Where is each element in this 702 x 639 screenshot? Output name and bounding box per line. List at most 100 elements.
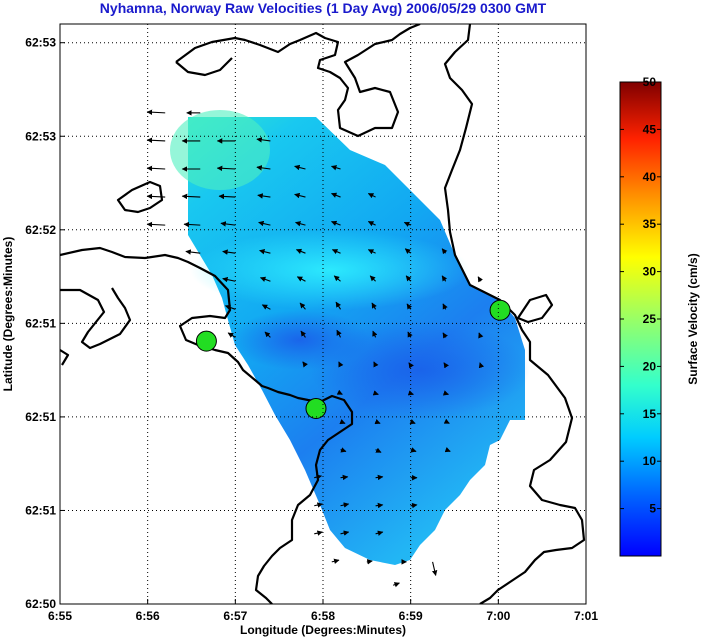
colorbar bbox=[619, 81, 662, 557]
colorbar-tick-label: 20 bbox=[643, 359, 657, 373]
velocity-arrow bbox=[336, 329, 342, 338]
y-tick-label: 62:51 bbox=[25, 410, 56, 424]
coastline-islet-small bbox=[60, 349, 70, 366]
velocity-arrow bbox=[302, 361, 308, 368]
y-tick-label: 62:50 bbox=[25, 597, 56, 611]
field-high-band bbox=[190, 230, 470, 310]
velocity-arrow bbox=[222, 276, 236, 283]
velocity-arrow bbox=[314, 530, 323, 536]
velocity-arrow bbox=[366, 559, 373, 565]
velocity-arrow bbox=[367, 192, 376, 199]
coastline bbox=[60, 24, 586, 604]
velocity-arrow bbox=[146, 109, 166, 115]
velocity-arrow bbox=[340, 474, 349, 481]
velocity-arrow bbox=[181, 193, 201, 200]
velocity-arrow bbox=[224, 304, 236, 310]
chart-title: Nyhamna, Norway Raw Velocities (1 Day Av… bbox=[100, 0, 547, 16]
velocity-arrow bbox=[375, 502, 384, 509]
velocity-arrow bbox=[227, 332, 236, 338]
velocity-arrow bbox=[442, 390, 449, 396]
x-tick-label: 6:57 bbox=[223, 609, 247, 623]
coastline-islet-east bbox=[516, 293, 554, 324]
field-low-west bbox=[230, 310, 370, 370]
velocity-arrow bbox=[216, 165, 236, 172]
velocity-arrow bbox=[146, 165, 166, 172]
velocity-arrow bbox=[375, 530, 384, 536]
velocity-arrow bbox=[338, 361, 344, 368]
coastline-headland bbox=[175, 57, 233, 77]
velocity-arrow bbox=[294, 192, 306, 199]
x-tick-label: 7:01 bbox=[574, 609, 598, 623]
station-marker bbox=[195, 330, 217, 352]
velocity-arrow bbox=[259, 276, 271, 282]
velocity-arrow bbox=[443, 362, 449, 369]
velocity-arrow bbox=[369, 275, 376, 282]
velocity-arrow bbox=[314, 474, 322, 480]
velocity-arrow bbox=[340, 530, 350, 536]
velocity-arrow bbox=[478, 332, 484, 339]
velocity-arrow bbox=[407, 390, 414, 396]
velocity-arrow bbox=[339, 418, 346, 425]
velocity-arrow bbox=[375, 474, 384, 481]
velocity-arrow bbox=[442, 332, 448, 339]
colorbar-ticks: 5 10 15 20 25 30 35 40 45 50 bbox=[620, 75, 661, 516]
velocity-arrow bbox=[372, 390, 379, 396]
velocity-arrow bbox=[257, 193, 271, 199]
velocity-arrow bbox=[403, 221, 411, 227]
velocity-arrow bbox=[259, 249, 271, 255]
velocity-arrow bbox=[340, 502, 350, 508]
x-ticks: 6:55 6:56 6:57 6:58 6:59 7:00 7:01 bbox=[48, 599, 598, 623]
velocity-arrow bbox=[406, 303, 413, 310]
velocity-arrow bbox=[295, 221, 306, 227]
velocity-arrow bbox=[373, 361, 379, 368]
velocity-arrow bbox=[146, 221, 166, 228]
velocity-arrow bbox=[478, 362, 485, 369]
velocity-arrow bbox=[367, 249, 376, 255]
velocity-arrow bbox=[261, 304, 271, 310]
velocity-arrow bbox=[404, 248, 412, 254]
velocity-arrow bbox=[371, 302, 377, 310]
velocity-arrow bbox=[336, 389, 343, 395]
y-tick-label: 62:51 bbox=[25, 316, 56, 330]
velocity-arrow bbox=[367, 221, 376, 227]
velocity-arrow bbox=[374, 418, 381, 425]
y-tick-label: 62:52 bbox=[25, 223, 56, 237]
plot-content bbox=[60, 24, 586, 604]
stations bbox=[195, 299, 511, 419]
velocity-arrow bbox=[405, 275, 412, 282]
velocity-arrows bbox=[146, 109, 485, 588]
field-nw-patch bbox=[170, 110, 270, 190]
colorbar-tick-label: 35 bbox=[643, 217, 657, 231]
coastline-west bbox=[60, 246, 354, 604]
coastline-islet-west bbox=[116, 180, 164, 214]
station-marker bbox=[489, 299, 511, 321]
velocity-arrow bbox=[392, 582, 400, 588]
coastline-bay bbox=[60, 287, 132, 350]
colorbar-tick-label: 30 bbox=[643, 265, 657, 279]
x-tick-label: 6:58 bbox=[311, 609, 335, 623]
velocity-arrow bbox=[256, 137, 271, 143]
x-tick-label: 6:59 bbox=[399, 609, 423, 623]
colorbar-tick-label: 45 bbox=[643, 122, 657, 136]
colorbar-tick-label: 5 bbox=[649, 502, 656, 516]
colorbar-tick-label: 40 bbox=[643, 170, 657, 184]
velocity-arrow bbox=[331, 220, 341, 226]
coastline-east bbox=[443, 24, 586, 604]
colorbar-tick-label: 25 bbox=[643, 312, 657, 326]
y-tick-label: 62:53 bbox=[25, 129, 56, 143]
x-tick-label: 6:55 bbox=[48, 609, 72, 623]
velocity-arrow bbox=[218, 193, 236, 200]
velocity-arrow bbox=[372, 330, 378, 338]
velocity-arrow bbox=[441, 248, 448, 255]
velocity-arrow bbox=[295, 248, 306, 254]
velocity-arrow bbox=[409, 418, 416, 425]
velocity-arrow bbox=[258, 220, 271, 227]
velocity-arrow bbox=[146, 137, 166, 144]
colorbar-label: Surface Velocity (cm/s) bbox=[686, 253, 700, 384]
velocity-arrow bbox=[185, 249, 201, 255]
velocity-arrow bbox=[410, 447, 417, 453]
y-tick-label: 62:51 bbox=[25, 503, 56, 517]
velocity-arrow bbox=[264, 331, 271, 338]
x-tick-label: 6:56 bbox=[136, 609, 160, 623]
